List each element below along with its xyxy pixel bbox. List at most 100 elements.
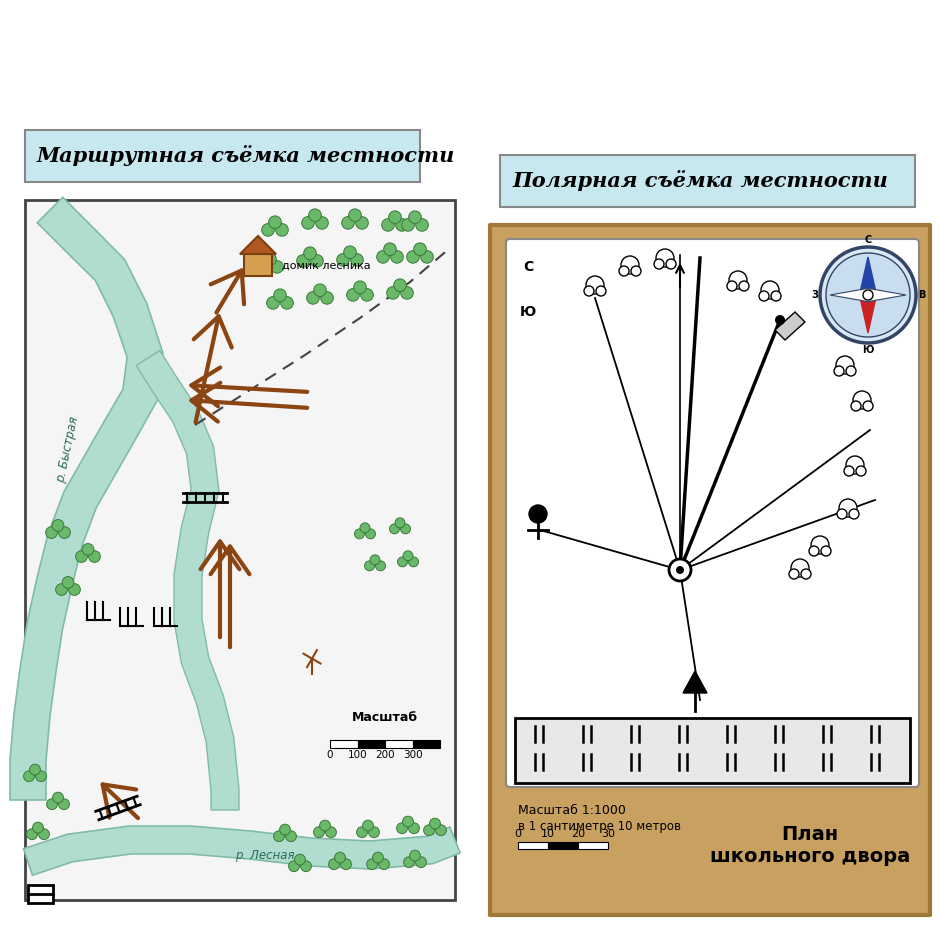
Polygon shape [136,351,239,810]
Circle shape [761,281,779,299]
Circle shape [391,251,403,263]
Bar [510,790,915,908]
Circle shape [656,249,674,267]
Circle shape [403,856,415,868]
Bar [578,842,608,849]
Circle shape [430,818,441,829]
Circle shape [340,859,352,870]
Bar [548,842,578,849]
FancyBboxPatch shape [506,239,919,787]
Circle shape [267,297,279,309]
Circle shape [286,831,296,841]
Circle shape [349,209,361,222]
Circle shape [361,289,373,301]
Circle shape [863,401,873,411]
Circle shape [415,856,427,868]
Circle shape [355,216,368,229]
Circle shape [414,243,427,256]
Circle shape [271,260,283,274]
Polygon shape [10,197,163,800]
Text: в 1 сантиметре 10 метров: в 1 сантиметре 10 метров [518,820,681,833]
Circle shape [306,291,320,305]
Circle shape [821,546,831,556]
Text: З: З [811,290,818,300]
FancyBboxPatch shape [25,130,420,182]
Circle shape [370,555,380,565]
Bar [28,885,53,903]
Circle shape [666,259,676,269]
Bar [330,740,357,748]
Circle shape [729,271,747,289]
Circle shape [281,297,293,309]
Circle shape [394,279,406,291]
Circle shape [353,281,367,293]
Circle shape [368,827,380,838]
Circle shape [851,401,861,411]
Circle shape [415,219,429,231]
Circle shape [389,524,400,534]
Polygon shape [859,293,877,333]
Circle shape [261,224,274,236]
Circle shape [409,556,418,567]
Circle shape [367,859,377,870]
Circle shape [279,824,290,835]
Circle shape [791,559,809,577]
Polygon shape [683,671,707,693]
Circle shape [377,251,389,263]
Circle shape [53,792,63,803]
Circle shape [401,219,415,231]
Circle shape [382,219,394,231]
Circle shape [26,829,38,839]
Polygon shape [24,826,461,875]
Polygon shape [775,312,805,340]
Circle shape [36,771,46,781]
Circle shape [389,211,401,224]
Circle shape [384,243,397,256]
Circle shape [771,291,781,301]
Polygon shape [866,288,906,302]
Circle shape [789,569,799,579]
Circle shape [856,466,866,476]
Circle shape [297,255,309,267]
Circle shape [264,253,276,265]
Circle shape [304,247,316,259]
Circle shape [376,561,385,571]
Circle shape [834,366,844,376]
Circle shape [402,816,414,827]
Circle shape [342,216,354,229]
Bar [385,740,413,748]
FancyBboxPatch shape [490,225,930,915]
Text: План
школьного двора: План школьного двора [710,824,910,866]
Circle shape [274,831,285,841]
Circle shape [82,543,94,556]
Bar [25,200,455,900]
Circle shape [863,290,873,300]
Circle shape [356,827,368,838]
Circle shape [654,259,664,269]
Polygon shape [830,288,870,302]
Circle shape [403,551,413,561]
Circle shape [407,251,419,263]
Circle shape [33,822,43,833]
Circle shape [351,254,363,266]
Circle shape [294,854,306,865]
Circle shape [424,824,434,836]
Circle shape [88,551,101,562]
Circle shape [435,824,446,836]
Circle shape [275,224,289,236]
Circle shape [55,584,68,595]
Text: Масштаб: Масштаб [352,711,418,724]
Circle shape [39,829,50,839]
Circle shape [75,551,87,562]
Circle shape [846,456,864,474]
Circle shape [337,254,350,266]
Bar [413,740,440,748]
Circle shape [289,861,300,871]
Circle shape [801,569,811,579]
Circle shape [47,799,57,809]
Circle shape [421,251,433,263]
Circle shape [372,853,384,863]
Circle shape [727,281,737,291]
Circle shape [363,821,373,831]
Circle shape [274,289,287,302]
